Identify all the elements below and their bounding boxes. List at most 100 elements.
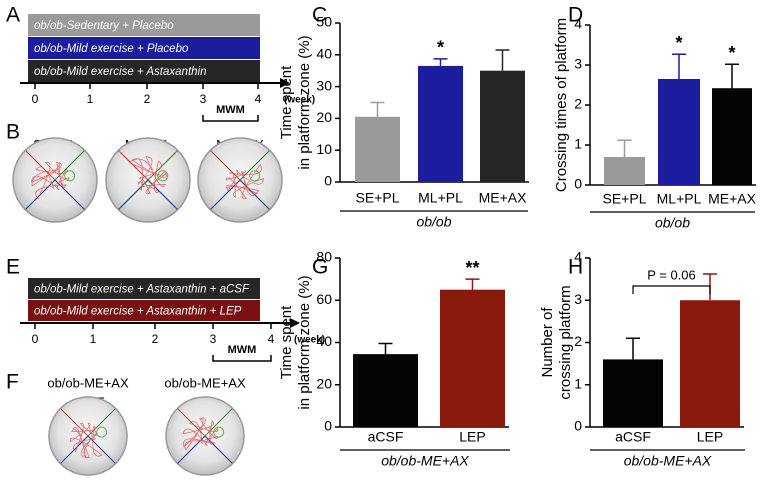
week-label: 2 bbox=[144, 92, 151, 106]
error-bar bbox=[433, 58, 448, 66]
category-label: ME+AX bbox=[479, 190, 528, 206]
group-bar bbox=[28, 14, 260, 36]
swim-track bbox=[182, 417, 219, 451]
y-tick-label: 0 bbox=[574, 418, 582, 434]
y-tick-label: 2 bbox=[574, 333, 582, 349]
swim-track bbox=[225, 163, 264, 200]
group-label: ob/ob-Mild exercise + Placebo bbox=[34, 43, 189, 55]
x-axis-label: ob/ob-ME+AX bbox=[624, 453, 712, 469]
error-bar bbox=[626, 337, 640, 360]
group-label: ob/ob-Mild exercise + Astaxanthin + aCSF bbox=[34, 284, 250, 296]
category-label: ML+PL bbox=[657, 191, 702, 207]
category-label: LEP bbox=[459, 429, 485, 445]
y-axis-label: Time spent bbox=[278, 65, 295, 139]
error-bar bbox=[370, 101, 385, 117]
platform bbox=[157, 170, 169, 182]
group-label: ob/ob-Mild exercise + Astaxanthin + LEP bbox=[34, 306, 242, 318]
arrow-head bbox=[280, 78, 290, 88]
y-axis-label: Crossing times of platform bbox=[553, 18, 570, 192]
week-label: 1 bbox=[90, 332, 97, 346]
platform bbox=[96, 426, 108, 438]
week-label: 0 bbox=[32, 92, 39, 106]
panel-label: F bbox=[6, 371, 19, 394]
y-tick-label: 4 bbox=[574, 249, 582, 265]
panel-label: E bbox=[6, 256, 20, 279]
platform bbox=[249, 170, 261, 182]
y-axis-label: in platform zone (%) bbox=[296, 275, 313, 409]
group-label: ob/ob-ME+AX bbox=[47, 375, 129, 390]
panel-label: A bbox=[6, 4, 20, 27]
week-label: 0 bbox=[32, 332, 39, 346]
bar bbox=[355, 116, 400, 182]
category-label: aCSF bbox=[615, 429, 651, 445]
error-bar bbox=[378, 342, 393, 355]
y-tick-label: 50 bbox=[316, 14, 332, 30]
category-label: ME+AX bbox=[708, 191, 757, 207]
week-label: 1 bbox=[87, 92, 94, 106]
swim-track bbox=[128, 156, 168, 195]
swim-track bbox=[31, 161, 70, 200]
group-label: ob/ob-ME+AX bbox=[164, 375, 246, 390]
group-label: ob/ob-Sedentary + Placebo bbox=[34, 20, 174, 32]
y-tick-label: 10 bbox=[316, 141, 332, 157]
panel-label: G bbox=[312, 256, 328, 279]
bar bbox=[480, 70, 525, 182]
panel-label: B bbox=[6, 121, 20, 144]
y-tick-label: 0 bbox=[574, 176, 582, 192]
y-tick-label: 40 bbox=[316, 333, 332, 349]
group-bar bbox=[28, 37, 260, 59]
category-label: aCSF bbox=[368, 429, 404, 445]
significance: * bbox=[728, 43, 735, 63]
significance: * bbox=[675, 33, 682, 53]
week-label: 3 bbox=[210, 332, 217, 346]
week-label: 4 bbox=[255, 92, 262, 106]
category-label: SE+PL bbox=[603, 191, 647, 207]
y-axis-label: crossing platform bbox=[557, 285, 574, 399]
mwm-bracket bbox=[212, 355, 272, 362]
y-tick-label: 3 bbox=[574, 56, 582, 72]
bar bbox=[353, 354, 418, 427]
y-tick-label: 80 bbox=[316, 249, 332, 265]
week-label: 3 bbox=[200, 92, 207, 106]
panel-label: C bbox=[312, 4, 327, 27]
mwm-bracket bbox=[202, 115, 259, 122]
y-tick-label: 4 bbox=[574, 16, 582, 32]
week-label: 4 bbox=[268, 332, 275, 346]
y-tick-label: 3 bbox=[574, 291, 582, 307]
arrow-head bbox=[290, 318, 300, 328]
error-bar bbox=[725, 63, 739, 89]
bar bbox=[658, 79, 700, 185]
x-axis-label: ob/ob bbox=[416, 214, 451, 230]
y-tick-label: 30 bbox=[316, 77, 332, 93]
y-tick-label: 20 bbox=[316, 109, 332, 125]
category-label: SE+PL bbox=[356, 190, 400, 206]
x-axis-label: ob/ob-ME+AX bbox=[381, 453, 469, 469]
group-label: ob/ob-Mild exercise + Astaxanthin bbox=[34, 66, 206, 78]
group-bar bbox=[28, 300, 260, 321]
y-tick-label: 1 bbox=[574, 375, 582, 391]
panel-label: D bbox=[568, 4, 583, 27]
comparison-bracket bbox=[632, 285, 711, 294]
y-axis-label: in platform zone (%) bbox=[296, 35, 313, 169]
y-tick-label: 20 bbox=[316, 375, 332, 391]
mwm-label: MWM bbox=[216, 104, 245, 116]
bar bbox=[440, 289, 505, 427]
mwm-label: MWM bbox=[228, 344, 257, 356]
panel-label: H bbox=[568, 256, 583, 279]
category-label: LEP bbox=[697, 429, 723, 445]
group-bar bbox=[28, 60, 260, 82]
y-tick-label: 0 bbox=[324, 173, 332, 189]
error-bar bbox=[617, 139, 632, 157]
platform bbox=[213, 426, 225, 438]
significance: * bbox=[437, 38, 444, 58]
significance: ** bbox=[465, 258, 479, 278]
category-label: ML+PL bbox=[418, 190, 463, 206]
bar bbox=[603, 359, 663, 427]
bar bbox=[712, 88, 752, 185]
y-tick-label: 40 bbox=[316, 46, 332, 62]
bar bbox=[604, 157, 645, 185]
week-label: 2 bbox=[152, 332, 159, 346]
y-tick-label: 2 bbox=[574, 96, 582, 112]
error-bar bbox=[465, 278, 480, 290]
y-axis-label: Number of bbox=[539, 307, 556, 378]
